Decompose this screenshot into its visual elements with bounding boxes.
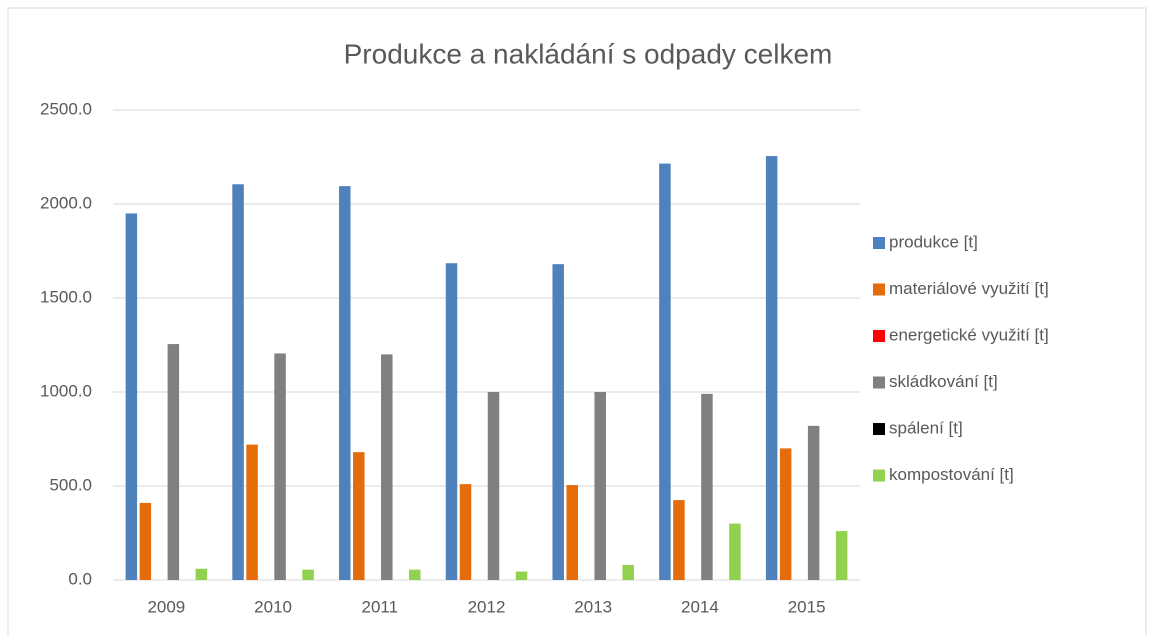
bar	[195, 568, 208, 580]
bar	[622, 564, 634, 580]
bar	[594, 392, 606, 580]
bar	[487, 392, 500, 580]
bar	[673, 500, 685, 580]
bar	[274, 353, 286, 580]
legend-swatch	[873, 469, 885, 482]
bar	[232, 184, 244, 580]
bar	[339, 186, 351, 580]
bar	[381, 354, 393, 580]
chart-border	[7, 7, 1147, 635]
x-tick-label: 2012	[468, 597, 506, 616]
legend-swatch	[873, 330, 885, 342]
bar	[167, 344, 180, 580]
bar	[566, 485, 578, 580]
bar	[807, 425, 820, 580]
legend-swatch	[873, 423, 885, 435]
y-tick-label: 500.0	[49, 475, 92, 494]
x-tick-label: 2014	[681, 597, 719, 616]
legend-label: spálení [t]	[889, 418, 963, 437]
y-tick-label: 0.0	[68, 569, 92, 588]
y-tick-label: 1500.0	[40, 287, 92, 306]
legend-label: skládkování [t]	[889, 372, 998, 391]
x-tick-label: 2015	[788, 597, 826, 616]
legend-label: produkce [t]	[889, 232, 978, 251]
x-tick-label: 2011	[362, 597, 399, 616]
bar	[552, 264, 564, 580]
bar	[729, 523, 741, 580]
y-tick-label: 1000.0	[40, 381, 92, 400]
bar	[659, 163, 671, 580]
bar	[459, 484, 472, 580]
bar	[139, 502, 152, 580]
legend-swatch	[873, 283, 885, 296]
bar	[409, 569, 421, 580]
legend-swatch	[873, 237, 885, 249]
legend-label: kompostování [t]	[889, 465, 1014, 484]
bar	[701, 393, 713, 580]
legend-label: energetické využití [t]	[889, 325, 1049, 344]
bar	[445, 263, 458, 580]
bar	[353, 452, 365, 580]
bar	[779, 448, 792, 580]
y-tick-label: 2500.0	[40, 99, 92, 118]
chart-title: Produkce a nakládání s odpady celkem	[344, 38, 833, 69]
bar	[515, 571, 528, 580]
bar	[246, 444, 258, 580]
y-tick-label: 2000.0	[40, 193, 92, 212]
bar	[302, 569, 314, 580]
x-tick-label: 2009	[147, 597, 185, 616]
bar	[125, 213, 138, 580]
legend-swatch	[873, 376, 885, 389]
x-tick-label: 2013	[574, 597, 612, 616]
x-tick-label: 2010	[254, 597, 292, 616]
bar	[835, 531, 848, 580]
legend-label: materiálové využití [t]	[889, 279, 1049, 298]
bar	[765, 156, 778, 580]
